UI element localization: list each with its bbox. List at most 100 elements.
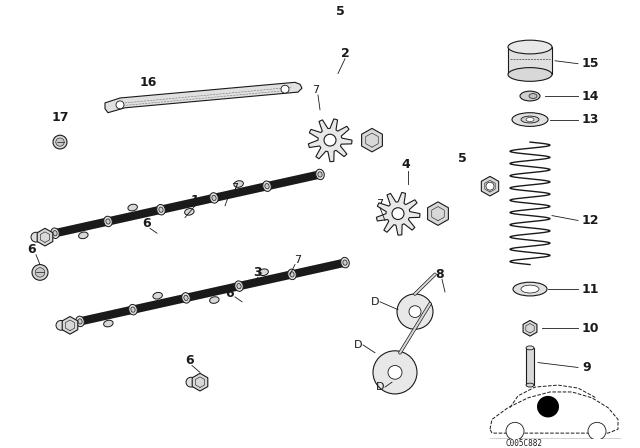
Ellipse shape bbox=[521, 116, 539, 123]
Text: 6: 6 bbox=[226, 288, 234, 301]
Text: 6: 6 bbox=[186, 354, 195, 367]
Text: 4: 4 bbox=[402, 158, 410, 171]
Polygon shape bbox=[523, 320, 537, 336]
Text: 1: 1 bbox=[191, 194, 200, 207]
Circle shape bbox=[116, 101, 124, 109]
Ellipse shape bbox=[76, 316, 84, 327]
Text: 7: 7 bbox=[376, 199, 383, 209]
Polygon shape bbox=[362, 129, 382, 152]
Circle shape bbox=[388, 366, 402, 379]
Ellipse shape bbox=[237, 284, 241, 289]
Ellipse shape bbox=[153, 293, 163, 299]
Circle shape bbox=[397, 294, 433, 329]
Text: 16: 16 bbox=[140, 76, 157, 89]
Ellipse shape bbox=[129, 304, 137, 315]
Text: 11: 11 bbox=[582, 283, 600, 296]
Ellipse shape bbox=[157, 204, 165, 215]
Text: 7: 7 bbox=[312, 85, 319, 95]
Text: D: D bbox=[354, 340, 362, 350]
Ellipse shape bbox=[343, 260, 347, 265]
Ellipse shape bbox=[234, 181, 243, 187]
Circle shape bbox=[324, 134, 336, 146]
Polygon shape bbox=[62, 316, 78, 334]
Bar bbox=[508, 47, 552, 74]
Polygon shape bbox=[37, 228, 52, 246]
Ellipse shape bbox=[159, 207, 163, 212]
Ellipse shape bbox=[521, 285, 539, 293]
Text: 3: 3 bbox=[253, 266, 262, 279]
Ellipse shape bbox=[259, 269, 268, 276]
Polygon shape bbox=[428, 202, 449, 225]
Ellipse shape bbox=[512, 113, 548, 126]
Circle shape bbox=[56, 320, 66, 330]
Ellipse shape bbox=[513, 282, 547, 296]
Text: 6: 6 bbox=[28, 243, 36, 256]
Ellipse shape bbox=[318, 172, 322, 177]
Ellipse shape bbox=[340, 257, 349, 268]
Text: 12: 12 bbox=[582, 214, 600, 227]
Circle shape bbox=[281, 85, 289, 93]
Circle shape bbox=[186, 377, 196, 387]
Ellipse shape bbox=[526, 117, 534, 121]
Ellipse shape bbox=[104, 320, 113, 327]
Circle shape bbox=[506, 422, 524, 440]
Ellipse shape bbox=[508, 40, 552, 54]
Circle shape bbox=[53, 135, 67, 149]
Circle shape bbox=[31, 232, 41, 242]
Circle shape bbox=[373, 351, 417, 394]
Polygon shape bbox=[376, 192, 420, 235]
Ellipse shape bbox=[235, 281, 243, 291]
Text: C005C882: C005C882 bbox=[505, 439, 542, 448]
Ellipse shape bbox=[529, 94, 537, 99]
Ellipse shape bbox=[79, 232, 88, 239]
Text: D: D bbox=[376, 382, 384, 392]
Ellipse shape bbox=[210, 297, 219, 303]
Text: 5: 5 bbox=[458, 152, 467, 165]
Circle shape bbox=[35, 268, 45, 277]
Ellipse shape bbox=[182, 293, 190, 303]
Text: 7: 7 bbox=[232, 183, 239, 193]
Ellipse shape bbox=[104, 216, 112, 227]
Text: D: D bbox=[371, 297, 380, 307]
Polygon shape bbox=[192, 373, 208, 391]
Circle shape bbox=[588, 422, 606, 440]
Ellipse shape bbox=[526, 346, 534, 350]
Ellipse shape bbox=[78, 319, 82, 324]
Ellipse shape bbox=[184, 208, 194, 215]
Ellipse shape bbox=[128, 204, 138, 211]
Circle shape bbox=[56, 138, 64, 146]
Ellipse shape bbox=[290, 272, 294, 277]
Ellipse shape bbox=[526, 383, 534, 387]
Ellipse shape bbox=[210, 193, 218, 203]
Ellipse shape bbox=[51, 228, 60, 238]
Ellipse shape bbox=[184, 295, 188, 301]
Circle shape bbox=[32, 265, 48, 280]
Ellipse shape bbox=[520, 91, 540, 101]
Text: 10: 10 bbox=[582, 322, 600, 335]
Text: 13: 13 bbox=[582, 113, 600, 126]
Ellipse shape bbox=[106, 219, 110, 224]
Text: 17: 17 bbox=[51, 111, 68, 124]
Text: 9: 9 bbox=[582, 361, 591, 374]
Ellipse shape bbox=[316, 169, 324, 180]
Circle shape bbox=[537, 396, 559, 418]
Ellipse shape bbox=[508, 68, 552, 82]
Ellipse shape bbox=[212, 195, 216, 201]
Ellipse shape bbox=[265, 184, 269, 189]
Circle shape bbox=[409, 306, 421, 318]
Ellipse shape bbox=[53, 231, 57, 236]
Text: 15: 15 bbox=[582, 57, 600, 70]
Text: 2: 2 bbox=[340, 47, 349, 60]
Polygon shape bbox=[105, 82, 302, 113]
Circle shape bbox=[486, 182, 494, 190]
Text: 6: 6 bbox=[143, 217, 151, 230]
Ellipse shape bbox=[131, 307, 135, 312]
Bar bbox=[526, 348, 534, 385]
Ellipse shape bbox=[288, 269, 296, 280]
Text: 8: 8 bbox=[436, 268, 444, 281]
Polygon shape bbox=[481, 177, 499, 196]
Polygon shape bbox=[308, 119, 352, 162]
Circle shape bbox=[392, 208, 404, 220]
Text: 5: 5 bbox=[335, 5, 344, 18]
Ellipse shape bbox=[263, 181, 271, 191]
